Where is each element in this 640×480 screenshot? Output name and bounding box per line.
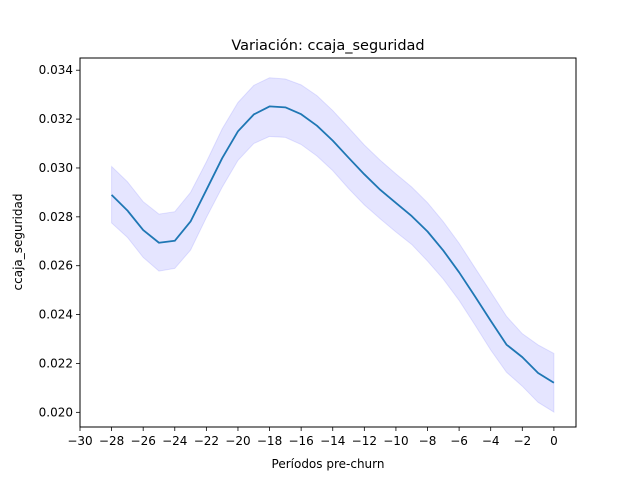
x-tick-label: −26 <box>131 434 156 448</box>
y-tick-label: 0.028 <box>39 210 73 224</box>
plot-area <box>110 77 555 413</box>
y-axis: 0.020 0.022 0.024 0.026 0.028 0.030 0.032 0.034 <box>39 63 80 419</box>
y-axis-label: ccaja_seguridad <box>11 194 25 291</box>
y-tick-label: 0.020 <box>39 405 73 419</box>
x-tick-label: −14 <box>320 434 345 448</box>
x-tick-label: 0 <box>550 434 558 448</box>
x-tick-label: −8 <box>419 434 437 448</box>
x-tick-label: −6 <box>450 434 468 448</box>
x-tick-label: −28 <box>99 434 124 448</box>
x-tick-label: −2 <box>513 434 531 448</box>
confidence-band <box>111 77 555 413</box>
x-tick-label: −10 <box>383 434 408 448</box>
x-tick-label: −12 <box>352 434 377 448</box>
x-tick-label: −18 <box>257 434 282 448</box>
y-tick-label: 0.032 <box>39 112 73 126</box>
y-tick-label: 0.024 <box>39 308 73 322</box>
x-tick-label: −30 <box>67 434 92 448</box>
x-axis: −30 −28 −26 −24 −22 −20 −18 −16 −14 −12 −10 −8 −6 −4−… <box>67 427 558 448</box>
x-tick-label: −16 <box>288 434 313 448</box>
x-tick-label: −24 <box>162 434 187 448</box>
x-tick-label: −4 <box>482 434 500 448</box>
x-axis-label: Períodos pre-churn <box>272 457 385 471</box>
axes-frame <box>79 57 577 428</box>
x-tick-label: −20 <box>225 434 250 448</box>
y-tick-label: 0.034 <box>39 63 73 77</box>
series-line <box>110 105 555 384</box>
y-tick-label: 0.026 <box>39 259 73 273</box>
x-tick-label: −22 <box>194 434 219 448</box>
y-tick-label: 0.030 <box>39 161 73 175</box>
chart-title: Variación: ccaja_seguridad <box>231 38 424 54</box>
y-tick-label: 0.022 <box>39 356 73 370</box>
